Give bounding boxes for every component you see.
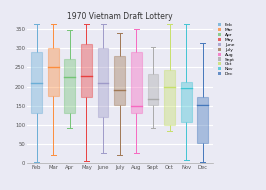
Bar (131, 52, 142, 113)
Bar (64, 59, 75, 113)
Bar (98, 48, 109, 116)
Bar (164, 70, 175, 125)
Legend: Feb, Mar, Apr, May, June, July, Aug, Sept, Oct, Nov, Dec: Feb, Mar, Apr, May, June, July, Aug, Sep… (217, 22, 236, 77)
Bar (148, 74, 158, 105)
Bar (114, 56, 125, 105)
Bar (48, 48, 59, 96)
Title: 1970 Vietnam Draft Lottery: 1970 Vietnam Draft Lottery (67, 12, 173, 21)
Bar (31, 52, 42, 113)
Bar (181, 82, 192, 122)
Bar (81, 44, 92, 97)
Bar (197, 97, 208, 143)
